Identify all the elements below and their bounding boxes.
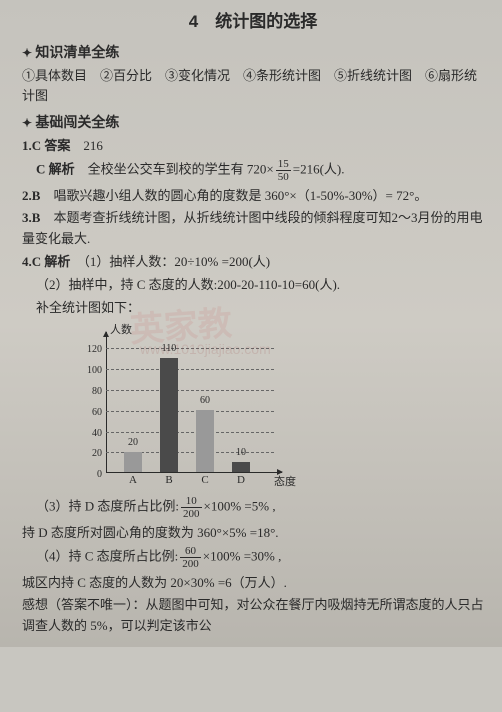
q1-exp-a: 全校坐公交车到校的学生有 720×	[88, 162, 274, 177]
q4-p6: （4）持 C 态度所占比例:60200×100% =30% ,	[22, 545, 484, 570]
bar-C	[196, 410, 214, 473]
q1-num: 1.C	[22, 138, 41, 153]
document-page: 4 统计图的选择 知识清单全练 ①具体数目 ②百分比 ③变化情况 ④条形统计图 …	[0, 0, 502, 647]
q4-p4: （3）持 D 态度所占比例:10200×100% =5% ,	[22, 495, 484, 520]
q4-header: 4.C 解析 （1）抽样人数：20÷10% =200(人)	[22, 252, 484, 273]
q4-num: 4.C 解析	[22, 254, 70, 269]
answer-label: 答案	[44, 138, 70, 153]
q1-answer: 216	[83, 138, 103, 153]
bar-B	[160, 358, 178, 473]
section-heading-1: 知识清单全练	[22, 41, 484, 63]
bar-A	[124, 452, 142, 473]
q1-explain: C 解析 全校坐公交车到校的学生有 720×1550=216(人).	[22, 158, 484, 183]
q4-p1: （1）抽样人数：20÷10% =200(人)	[83, 254, 270, 269]
fraction: 1550	[276, 158, 291, 183]
bar-chart: 人数 态度 204060801001200 20A110B60C10D	[82, 324, 282, 489]
q4-p5: 持 D 态度所对圆心角的度数为 360°×5% =18°.	[22, 523, 484, 544]
fraction: 60200	[180, 545, 201, 570]
q3-num: 3.B	[22, 210, 40, 225]
q3-text: 本题考查折线统计图，从折线统计图中线段的倾斜程度可知2～3月份的用电量变化最大.	[22, 210, 482, 246]
q1-exp-b: =216(人).	[293, 162, 345, 177]
q4-p7: 城区内持 C 态度的人数为 20×30% =6（万人）.	[22, 573, 484, 594]
chart-ylabel: 人数	[110, 322, 132, 340]
q4-p8: 感想（答案不唯一）：从题图中可知，对公众在餐厅内吸烟持无所谓态度的人只占调查人数…	[22, 595, 484, 637]
chart-xlabel: 态度	[274, 474, 296, 492]
section-heading-2: 基础闯关全练	[22, 111, 484, 133]
q1-line: 1.C 答案 216	[22, 136, 484, 157]
q2-text: 唱歌兴趣小组人数的圆心角的度数是 360°×（1-50%-30%）= 72°。	[53, 188, 427, 203]
page-title: 4 统计图的选择	[22, 8, 484, 35]
explain-label: C 解析	[36, 162, 75, 177]
q2-line: 2.B 唱歌兴趣小组人数的圆心角的度数是 360°×（1-50%-30%）= 7…	[22, 186, 484, 207]
fraction: 10200	[181, 495, 202, 520]
q3-line: 3.B 本题考查折线统计图，从折线统计图中线段的倾斜程度可知2～3月份的用电量变…	[22, 208, 484, 250]
q4-p2: （2）抽样中，持 C 态度的人数:200-20-110-10=60(人).	[22, 275, 484, 296]
q2-num: 2.B	[22, 188, 40, 203]
knowledge-items: ①具体数目 ②百分比 ③变化情况 ④条形统计图 ⑤折线统计图 ⑥扇形统计图	[22, 66, 484, 108]
q4-p3: 补全统计图如下：	[22, 298, 484, 319]
